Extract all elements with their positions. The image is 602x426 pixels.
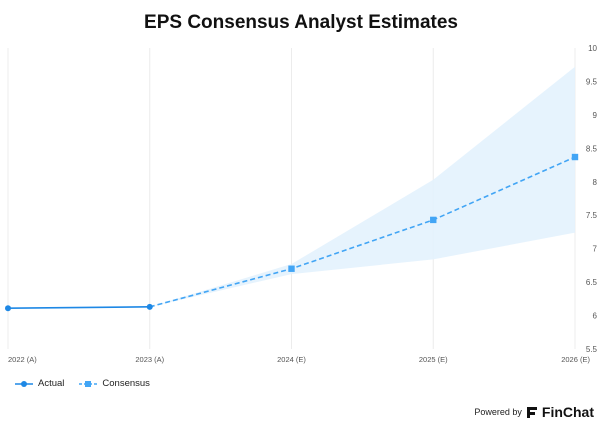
estimate-range-band [149, 66, 575, 307]
powered-by: Powered by FinChat [474, 404, 594, 420]
y-tick-label: 7.5 [586, 211, 598, 220]
x-tick-label: 2026 (E) [561, 355, 590, 364]
consensus-legend-icon [79, 380, 98, 387]
y-tick-label: 6.5 [586, 278, 598, 287]
legend-item-consensus[interactable]: Consensus [78, 378, 150, 389]
legend-item-actual[interactable]: Actual [14, 378, 64, 389]
x-tick-label: 2023 (A) [135, 355, 164, 364]
point-consensus-3 [430, 216, 437, 224]
series-line-layer [7, 156, 576, 309]
y-tick-label: 9 [593, 111, 598, 120]
series-line-consensus [149, 156, 576, 308]
actual-legend-icon [15, 380, 33, 387]
y-tick-label: 8 [593, 178, 598, 187]
legend-consensus-label: Consensus [102, 378, 150, 389]
y-tick-label: 6 [593, 312, 598, 321]
chart-legend: Actual Consensus [14, 378, 150, 389]
y-tick-label: 7 [593, 245, 598, 254]
y-tick-label: 5.5 [586, 345, 598, 354]
x-tick-label: 2024 (E) [277, 355, 306, 364]
point-actual-0 [5, 305, 11, 312]
point-actual-1 [146, 303, 153, 310]
estimate-band-layer [149, 66, 575, 307]
x-tick-label: 2025 (E) [419, 355, 448, 364]
series-marker-layer [5, 153, 579, 312]
brand-name: FinChat [541, 404, 594, 420]
chart-title: EPS Consensus Analyst Estimates [144, 12, 458, 33]
finchat-logo-icon [526, 406, 537, 418]
point-consensus-2 [288, 265, 295, 272]
y-tick-layer: 5.5 6 6.5 7 7.5 8 8.5 9 9.5 10 [586, 44, 598, 354]
legend-actual-label: Actual [38, 378, 65, 389]
y-tick-label: 10 [588, 44, 597, 53]
powered-by-text: Powered by [474, 407, 522, 417]
x-tick-layer: 2022 (A) 2023 (A) 2024 (E) 2025 (E) 2026 (E) [8, 355, 590, 364]
y-tick-label: 9.5 [586, 77, 598, 86]
x-tick-label: 2022 (A) [8, 355, 37, 364]
point-consensus-4 [571, 153, 579, 161]
series-line-actual [7, 306, 150, 309]
y-tick-label: 8.5 [586, 144, 598, 153]
